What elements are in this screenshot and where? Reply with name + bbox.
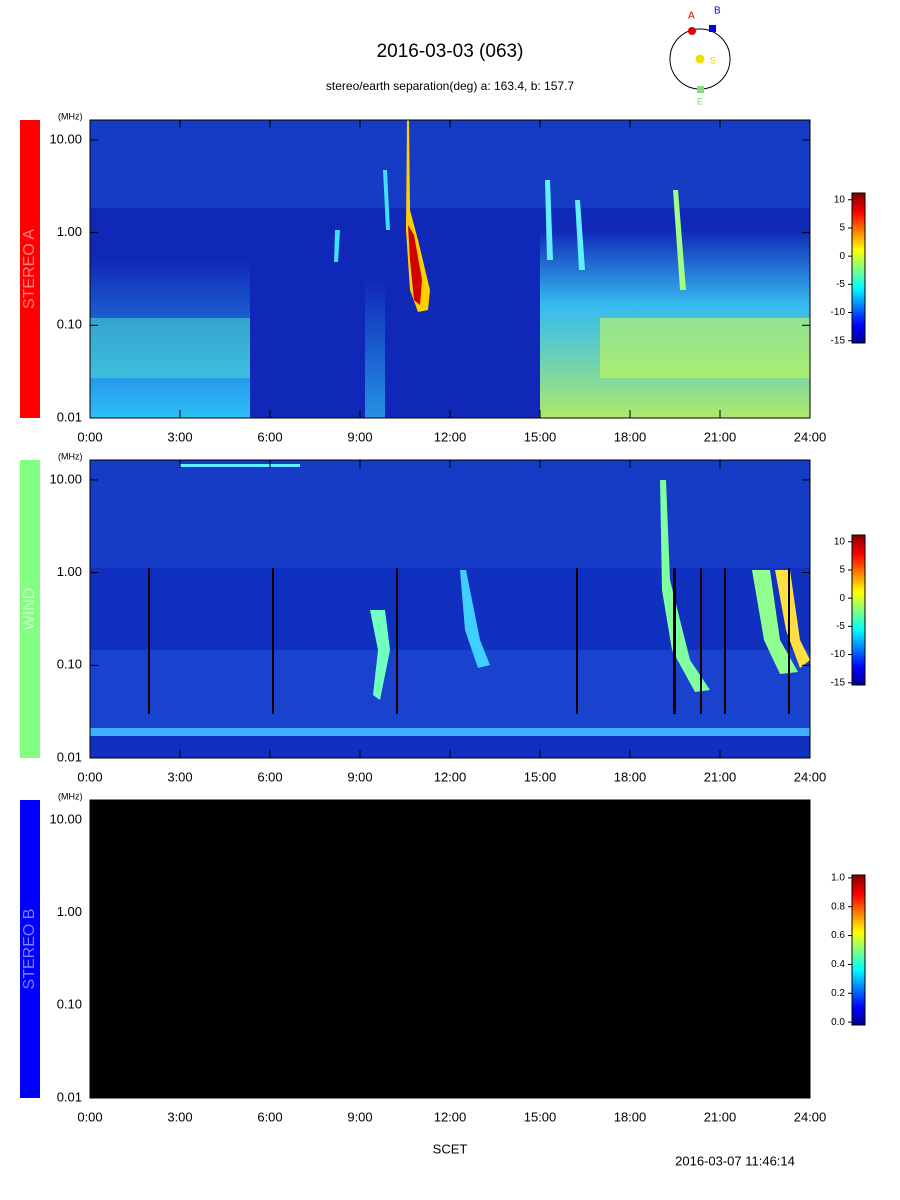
y-tick-label: 0.10 (57, 997, 82, 1012)
colorbar-tick-label: -5 (836, 621, 845, 632)
y-tick-label: 1.00 (57, 224, 82, 239)
colorbar-tick-label: -15 (831, 677, 846, 688)
x-tick-label: 9:00 (347, 429, 372, 444)
y-unit: (MHz) (58, 451, 83, 461)
x-tick-label: 18:00 (614, 429, 647, 444)
colorbar-tick-label: 0.8 (831, 901, 845, 912)
side-label: WIND (21, 588, 38, 631)
side-bar (20, 460, 40, 758)
colorbar-tick-label: 0.2 (831, 988, 845, 999)
colorbar-tick-label: 5 (839, 223, 845, 234)
x-tick-label: 24:00 (794, 1109, 827, 1124)
colorbar-tick-label: -15 (831, 335, 846, 346)
y-tick-label: 0.10 (57, 317, 82, 332)
orbit-label: B (714, 6, 721, 17)
x-tick-label: 24:00 (794, 769, 827, 784)
y-unit: (MHz) (58, 791, 83, 801)
orbit-label: A (688, 11, 695, 22)
colorbar-tick-label: 0.0 (831, 1017, 845, 1028)
colorbar-tick-label: -10 (831, 649, 846, 660)
x-tick-label: 15:00 (524, 1109, 557, 1124)
colorbar-tick-label: 0 (839, 593, 845, 604)
colorbar-tick-label: 0 (839, 251, 845, 262)
y-tick-label: 10.00 (49, 811, 82, 826)
title: 2016-03-03 (063) (377, 41, 524, 62)
y-tick-label: 10.00 (49, 471, 82, 486)
y-tick-label: 0.10 (57, 657, 82, 672)
x-axis-label: SCET (433, 1141, 468, 1156)
side-label: STEREO B (21, 909, 38, 990)
orbit-point (697, 86, 704, 93)
y-tick-label: 10.00 (49, 131, 82, 146)
side-label: STEREO A (21, 229, 38, 309)
orbit-point (688, 27, 696, 35)
x-tick-label: 12:00 (434, 429, 467, 444)
y-tick-label: 0.01 (57, 1089, 82, 1104)
x-tick-label: 15:00 (524, 429, 557, 444)
x-tick-label: 9:00 (347, 1109, 372, 1124)
x-tick-label: 6:00 (257, 1109, 282, 1124)
x-tick-label: 12:00 (434, 1109, 467, 1124)
colorbar-tick-label: -10 (831, 307, 846, 318)
x-tick-label: 21:00 (704, 1109, 737, 1124)
y-tick-label: 1.00 (57, 564, 82, 579)
x-tick-label: 21:00 (704, 429, 737, 444)
x-tick-label: 3:00 (167, 429, 192, 444)
orbit-label: S (710, 55, 716, 65)
x-tick-label: 21:00 (704, 769, 737, 784)
colorbar-tick-label: 1.0 (831, 873, 845, 884)
orbit-label: E (697, 96, 703, 106)
x-tick-label: 18:00 (614, 769, 647, 784)
orbit-point (709, 25, 716, 32)
x-tick-label: 9:00 (347, 769, 372, 784)
spectrogram-a (90, 120, 810, 418)
colorbar-tick-label: 10 (834, 194, 846, 205)
subtitle: stereo/earth separation(deg) a: 163.4, b… (326, 79, 574, 93)
y-tick-label: 1.00 (57, 904, 82, 919)
x-tick-label: 18:00 (614, 1109, 647, 1124)
x-tick-label: 15:00 (524, 769, 557, 784)
y-tick-label: 0.01 (57, 749, 82, 764)
colorbar-tick-label: 0.4 (831, 959, 845, 970)
colorbar (851, 874, 866, 1026)
orbit-point (695, 54, 705, 64)
x-tick-label: 3:00 (167, 1109, 192, 1124)
timestamp: 2016-03-07 11:46:14 (675, 1153, 795, 1168)
colorbar-tick-label: -5 (836, 279, 845, 290)
y-tick-label: 0.01 (57, 409, 82, 424)
x-tick-label: 12:00 (434, 769, 467, 784)
spectrogram-wind (90, 460, 810, 758)
x-tick-label: 0:00 (77, 769, 102, 784)
colorbar-tick-label: 0.6 (831, 930, 845, 941)
x-tick-label: 0:00 (77, 429, 102, 444)
colorbar-tick-label: 10 (834, 536, 846, 547)
colorbar (851, 534, 866, 686)
x-tick-label: 6:00 (257, 769, 282, 784)
x-tick-label: 0:00 (77, 1109, 102, 1124)
x-tick-label: 6:00 (257, 429, 282, 444)
side-bar (20, 800, 40, 1098)
orbit-diagram: A B S E (669, 6, 731, 106)
y-unit: (MHz) (58, 111, 83, 121)
colorbar (851, 192, 866, 344)
x-tick-label: 24:00 (794, 429, 827, 444)
side-bar (20, 120, 40, 418)
spectrogram-b (90, 800, 810, 1098)
x-tick-label: 3:00 (167, 769, 192, 784)
colorbar-tick-label: 5 (839, 565, 845, 576)
